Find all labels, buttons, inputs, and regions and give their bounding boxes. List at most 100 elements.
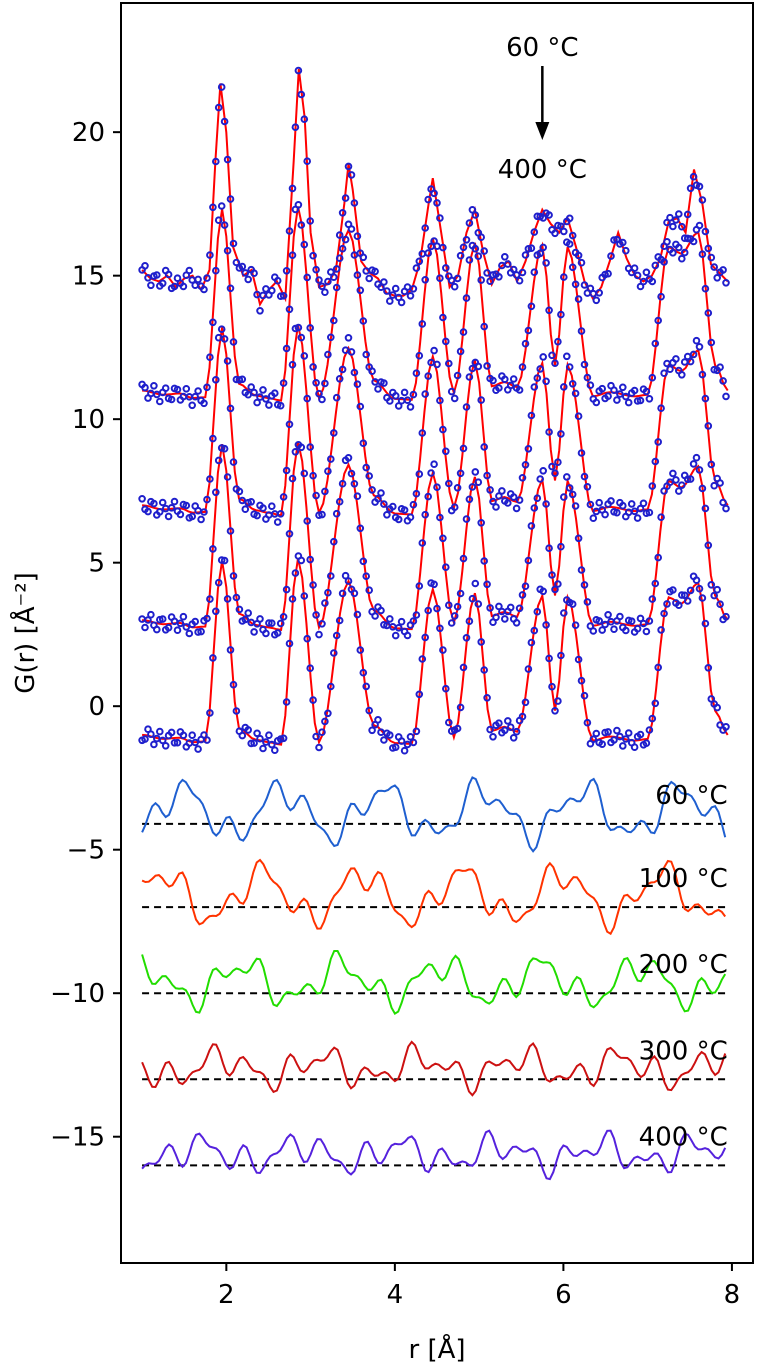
data-point [589, 627, 598, 635]
data-point [191, 281, 199, 290]
data-point [515, 496, 524, 504]
data-point [565, 484, 574, 492]
data-point [321, 487, 329, 496]
data-point [722, 504, 730, 513]
data-point [303, 273, 312, 282]
data-point [477, 276, 486, 284]
data-point [347, 171, 356, 179]
data-point [206, 475, 214, 483]
data-point [191, 738, 199, 747]
data-point [557, 542, 565, 551]
data-point [161, 384, 170, 393]
data-point [244, 609, 252, 617]
data-point [675, 487, 683, 495]
data-point [704, 244, 713, 253]
data-point [627, 617, 636, 626]
data-point [533, 494, 542, 503]
data-point [324, 277, 332, 286]
data-point [279, 292, 288, 300]
data-point [648, 373, 657, 382]
data-point [217, 325, 226, 334]
diff-label-400C: 400 °C [639, 1122, 728, 1152]
data-point [524, 665, 533, 673]
data-point [415, 582, 424, 590]
data-point [182, 501, 191, 510]
annotation-top-label: 60 °C [506, 33, 579, 63]
data-point [256, 307, 264, 315]
data-point [716, 479, 724, 487]
data-point [568, 263, 577, 272]
y-tick-label: −15 [50, 1123, 105, 1153]
data-point [271, 389, 279, 398]
data-point [545, 428, 553, 436]
data-point [350, 368, 359, 377]
data-point [616, 390, 624, 398]
data-point [253, 729, 261, 738]
data-point [356, 646, 365, 654]
data-point [704, 541, 713, 550]
data-point [214, 216, 223, 224]
data-point [365, 706, 374, 715]
diff-label-200C: 200 °C [639, 950, 728, 980]
y-tick-label: 10 [72, 405, 105, 435]
data-point [642, 627, 651, 636]
data-point [200, 285, 208, 294]
data-point [642, 739, 651, 748]
data-point [672, 476, 680, 484]
data-point [639, 277, 648, 286]
data-point [170, 617, 179, 626]
data-point [235, 605, 244, 614]
data-point [560, 609, 568, 617]
data-point [214, 578, 223, 587]
data-point [406, 513, 415, 522]
data-point [247, 498, 255, 506]
data-point [312, 379, 320, 387]
data-point [433, 199, 441, 207]
data-point [418, 655, 427, 663]
data-point [669, 469, 677, 478]
data-point [480, 247, 489, 255]
data-point [722, 723, 730, 731]
data-point [306, 324, 315, 332]
data-point [403, 396, 412, 405]
data-point [660, 609, 668, 618]
diff-label-60C: 60 °C [655, 781, 728, 811]
data-point [678, 591, 686, 599]
data-point [335, 254, 344, 263]
data-point [223, 473, 232, 481]
data-point [486, 725, 494, 734]
data-point [282, 585, 291, 594]
data-point [347, 225, 356, 233]
data-point [303, 157, 312, 165]
data-point [666, 365, 674, 374]
data-point [515, 386, 524, 394]
data-point [539, 243, 548, 252]
data-point [391, 631, 400, 640]
data-point [327, 572, 335, 580]
data-point [589, 289, 598, 298]
data-point [424, 492, 433, 501]
data-point [675, 243, 683, 252]
data-point [427, 469, 435, 477]
data-point [657, 626, 665, 634]
data-point [341, 346, 350, 355]
data-point [324, 350, 332, 359]
data-point [616, 732, 624, 741]
data-point [583, 373, 592, 382]
data-point [571, 621, 580, 630]
data-point [353, 271, 362, 279]
data-point [262, 395, 270, 403]
data-point [701, 504, 710, 513]
data-point [185, 629, 194, 638]
data-point [415, 470, 424, 478]
data-point [486, 604, 494, 612]
data-point [450, 503, 459, 512]
data-point [672, 216, 680, 224]
data-point [554, 580, 562, 588]
data-point [386, 397, 394, 405]
data-point [568, 490, 577, 499]
data-point [362, 572, 371, 581]
data-point [630, 743, 639, 752]
data-point [182, 385, 191, 393]
data-point [707, 460, 716, 469]
